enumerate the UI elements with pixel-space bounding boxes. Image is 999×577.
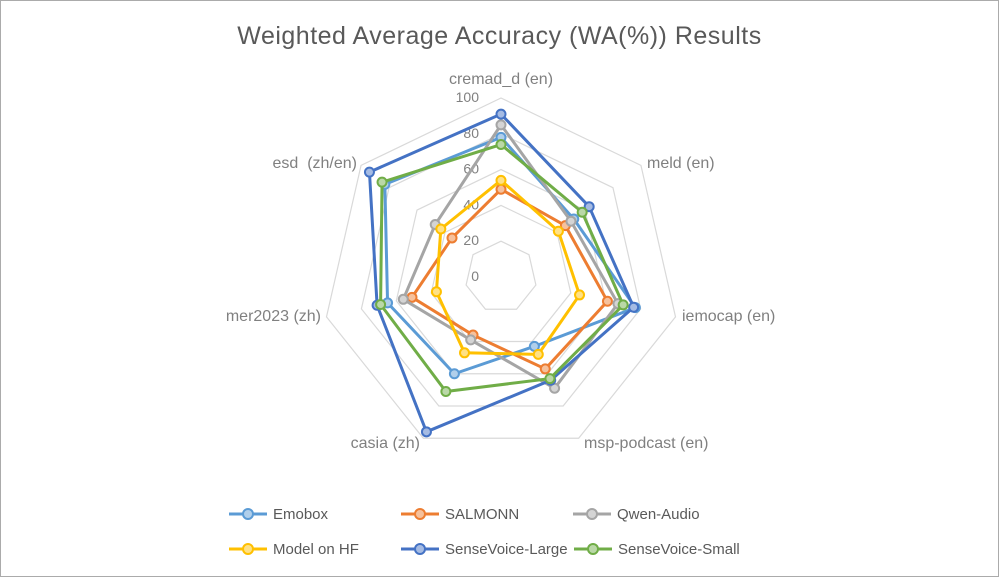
legend-label: SALMONN <box>445 506 519 523</box>
chart-title: Weighted Average Accuracy (WA(%)) Result… <box>237 22 762 50</box>
data-point-marker-model-on-hf <box>430 286 442 298</box>
data-point-marker-sensevoice-large <box>628 301 640 313</box>
series-sensevoice-large <box>363 108 640 438</box>
legend-label: Model on HF <box>273 541 359 558</box>
legend: Emobox SALMONN Qwen-Audio Model on HF SenseV… <box>229 506 740 558</box>
data-point-marker-sensevoice-large <box>583 201 595 213</box>
data-point-marker-model-on-hf <box>495 174 507 186</box>
data-point-marker-qwen-audio <box>495 119 507 131</box>
data-point-marker-sensevoice-small <box>440 386 452 398</box>
legend-label: Emobox <box>273 506 329 523</box>
legend-item-salmonn: SALMONN <box>401 506 519 523</box>
data-point-marker-salmonn <box>601 295 613 307</box>
data-point-marker-sensevoice-small <box>617 299 629 311</box>
legend-item-qwen-audio: Qwen-Audio <box>573 506 700 523</box>
legend-marker-icon <box>586 508 598 520</box>
legend-marker-icon <box>414 508 426 520</box>
legend-item-sensevoice-large: SenseVoice-Large <box>401 541 568 558</box>
data-point-marker-qwen-audio <box>565 215 577 227</box>
series-polygon-sensevoice-small <box>379 143 625 394</box>
data-point-marker-qwen-audio <box>397 293 409 305</box>
data-point-marker-sensevoice-large <box>495 108 507 120</box>
data-point-marker-sensevoice-small <box>376 176 388 188</box>
data-point-marker-model-on-hf <box>458 347 470 359</box>
legend-item-emobox: Emobox <box>229 506 329 523</box>
series-polygon-sensevoice-large <box>367 112 636 434</box>
data-point-marker-model-on-hf <box>435 223 447 235</box>
data-point-marker-salmonn <box>539 363 551 375</box>
grid-ring-100 <box>325 97 677 439</box>
data-point-marker-qwen-audio <box>465 334 477 346</box>
data-point-marker-sensevoice-small <box>576 206 588 218</box>
legend-label: Qwen-Audio <box>617 506 700 523</box>
data-point-marker-emobox <box>448 368 460 380</box>
data-point-marker-salmonn <box>495 183 507 195</box>
data-point-marker-salmonn <box>406 291 418 303</box>
series-polygon-model-on-hf <box>434 178 582 356</box>
series-polygon-emobox <box>383 135 637 376</box>
series-model-on-hf <box>430 174 586 360</box>
tick-label-20: 20 <box>463 232 479 248</box>
axis-label-esd-zh-en-: esd (zh/en) <box>273 155 357 172</box>
data-point-marker-sensevoice-large <box>420 426 432 438</box>
category-axis-labels: cremad_d (en) meld (en) iemocap (en) msp-po… <box>226 71 776 452</box>
axis-label-cremad-d-en-: cremad_d (en) <box>449 71 553 88</box>
grid-ring-20 <box>465 240 537 310</box>
data-point-marker-model-on-hf <box>532 348 544 360</box>
data-point-marker-sensevoice-small <box>544 373 556 385</box>
legend-marker-icon <box>587 543 599 555</box>
tick-label-100: 100 <box>456 89 480 105</box>
series-sensevoice-small <box>375 139 629 398</box>
axis-label-iemocap-en-: iemocap (en) <box>682 308 775 325</box>
legend-marker-icon <box>414 543 426 555</box>
data-point-marker-model-on-hf <box>552 225 564 237</box>
data-point-marker-sensevoice-small <box>495 139 507 151</box>
tick-label-0: 0 <box>471 268 479 284</box>
data-point-marker-salmonn <box>446 232 458 244</box>
legend-label: SenseVoice-Small <box>618 541 740 558</box>
legend-marker-icon <box>242 543 254 555</box>
axis-label-mer2023-zh-: mer2023 (zh) <box>226 308 321 325</box>
data-point-marker-sensevoice-large <box>363 166 375 178</box>
grid-ring-40 <box>430 204 572 343</box>
data-point-marker-sensevoice-small <box>375 298 387 310</box>
series-qwen-audio <box>397 119 624 394</box>
legend-marker-icon <box>242 508 254 520</box>
axis-label-meld-en-: meld (en) <box>647 155 715 172</box>
axis-label-casia-zh-: casia (zh) <box>351 435 420 452</box>
legend-item-model-on-hf: Model on HF <box>229 541 359 558</box>
legend-label: SenseVoice-Large <box>445 541 568 558</box>
series-polygon-qwen-audio <box>401 123 620 390</box>
data-point-marker-model-on-hf <box>574 289 586 301</box>
legend-item-sensevoice-small: SenseVoice-Small <box>574 541 740 558</box>
series-polygon-salmonn <box>410 187 609 371</box>
axis-label-msp-podcast-en-: msp-podcast (en) <box>584 435 709 452</box>
